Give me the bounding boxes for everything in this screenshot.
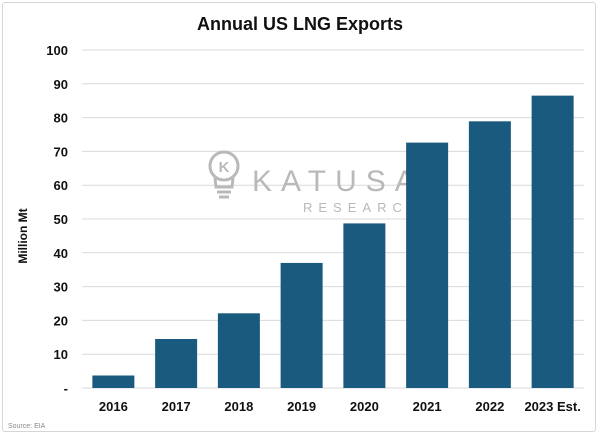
y-tick-label: 60 [54,178,68,193]
x-tick-label: 2016 [99,399,128,414]
bars [92,95,574,389]
watermark-sub: RESEARCH [303,200,423,215]
y-tick-label: 80 [54,111,68,126]
bar [468,121,511,389]
x-ticks: 2016 2017 2018 2019 2020 2021 2022 2023 Est. [99,399,581,414]
x-tick-label: 2020 [350,399,379,414]
y-axis-label: Million Mt [16,208,30,263]
bar [406,142,449,388]
watermark: K KATUSA RESEARCH [208,150,424,215]
y-tick-label: 10 [54,347,68,362]
bar [92,375,135,388]
y-tick-label: - [64,381,68,396]
bar [343,223,386,388]
bulb-logo-icon: K [208,150,240,199]
source-note: Source: EIA [8,423,46,430]
y-tick-label: 40 [54,246,68,261]
y-tick-label: 50 [54,212,68,227]
y-ticks: - 10 20 30 40 50 60 70 80 90 100 [46,43,68,396]
x-tick-label: 2021 [413,399,442,414]
bar [217,313,260,388]
bar [155,338,198,388]
bar [280,262,323,388]
watermark-name: KATUSA [252,165,424,198]
logo-letter: K [219,159,230,176]
y-tick-label: 100 [46,43,68,58]
y-tick-label: 30 [54,280,68,295]
x-tick-label: 2018 [224,399,253,414]
x-tick-label: 2022 [475,399,504,414]
chart-title: Annual US LNG Exports [197,14,403,34]
x-tick-label: 2019 [287,399,316,414]
y-tick-label: 90 [54,77,68,92]
y-tick-label: 20 [54,313,68,328]
x-tick-label: 2017 [162,399,191,414]
bar [531,95,574,388]
x-tick-label: 2023 Est. [524,399,580,414]
y-tick-label: 70 [54,144,68,159]
